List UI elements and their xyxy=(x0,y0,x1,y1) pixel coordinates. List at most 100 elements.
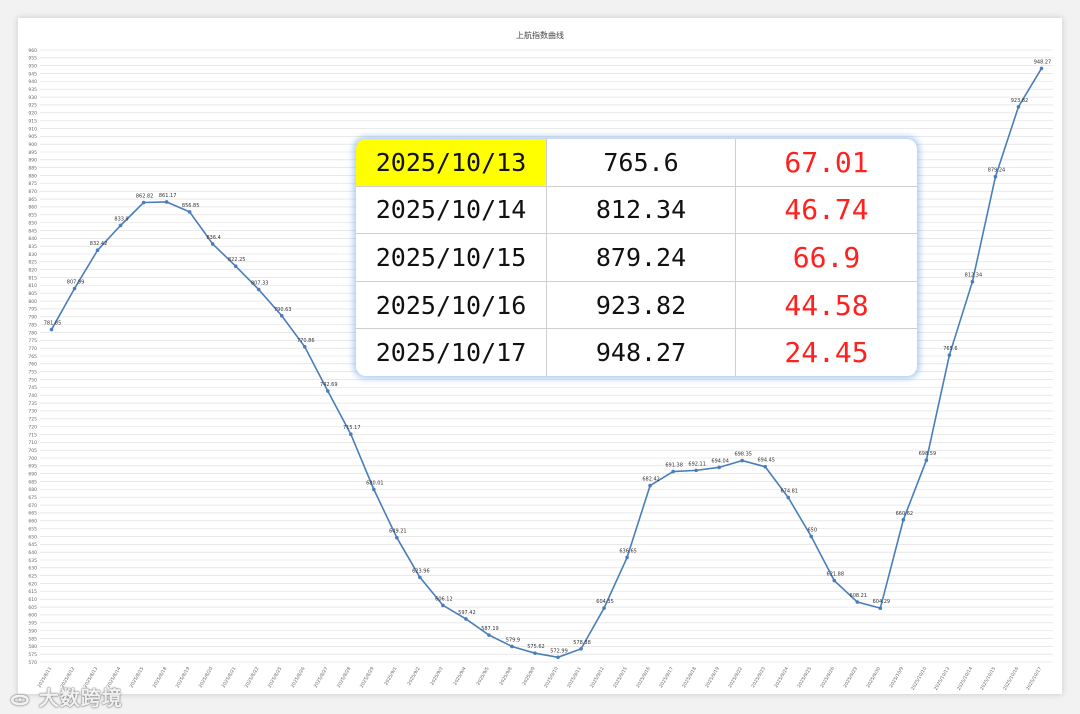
y-tick-label: 585 xyxy=(28,636,37,642)
data-label: 781.85 xyxy=(44,321,62,327)
y-tick-label: 840 xyxy=(28,236,37,242)
data-point xyxy=(878,606,883,610)
y-tick-label: 830 xyxy=(28,252,37,258)
data-label: 807.99 xyxy=(67,280,85,286)
y-tick-label: 705 xyxy=(28,448,37,454)
y-tick-label: 885 xyxy=(28,165,37,171)
x-tick-label: 2025/10/14 xyxy=(956,666,974,692)
value-cell: 923.82 xyxy=(546,280,736,330)
data-point xyxy=(970,279,975,284)
data-point xyxy=(118,223,123,228)
x-tick-label: 2025/9/9 xyxy=(521,666,536,687)
y-tick-label: 590 xyxy=(28,628,37,634)
y-tick-label: 670 xyxy=(28,503,37,509)
data-table: 2025/10/13 765.6 67.01 2025/10/14 812.34… xyxy=(356,139,917,376)
data-point xyxy=(256,287,261,292)
data-point xyxy=(1039,66,1044,71)
y-tick-label: 640 xyxy=(28,550,37,556)
x-tick-label: 2025/9/16 xyxy=(635,666,652,689)
data-label: 765.6 xyxy=(943,346,957,352)
y-tick-label: 720 xyxy=(28,424,37,430)
series-line xyxy=(50,67,1043,659)
data-point xyxy=(372,487,376,492)
y-tick-label: 750 xyxy=(28,377,37,383)
y-tick-label: 580 xyxy=(28,644,37,650)
table-row: 2025/10/13 765.6 67.01 xyxy=(356,139,917,187)
y-tick-label: 820 xyxy=(28,267,37,273)
data-label: 587.19 xyxy=(481,626,499,632)
change-cell: 44.58 xyxy=(735,280,917,330)
data-label: 682.42 xyxy=(642,477,660,483)
data-point xyxy=(325,389,330,393)
data-label: 692.11 xyxy=(688,461,706,467)
data-point xyxy=(648,483,652,488)
table-row: 2025/10/16 923.82 44.58 xyxy=(356,280,917,330)
change-cell: 46.74 xyxy=(735,185,917,235)
y-tick-label: 780 xyxy=(28,330,37,336)
data-label: 694.04 xyxy=(711,458,729,464)
y-tick-label: 945 xyxy=(28,71,37,77)
data-point xyxy=(210,242,215,246)
data-point xyxy=(947,353,952,357)
data-label: 836.4 xyxy=(207,235,221,241)
y-tick-label: 860 xyxy=(28,205,37,211)
data-label: 832.42 xyxy=(90,241,108,247)
y-tick-label: 700 xyxy=(28,456,37,462)
y-tick-label: 730 xyxy=(28,409,37,415)
y-tick-label: 655 xyxy=(28,526,37,532)
data-point xyxy=(533,651,537,655)
data-label: 621.88 xyxy=(827,572,845,578)
y-tick-label: 920 xyxy=(28,111,37,117)
y-tick-label: 605 xyxy=(28,605,37,611)
y-tick-label: 575 xyxy=(28,652,37,658)
data-point xyxy=(901,517,906,522)
y-tick-label: 630 xyxy=(28,566,37,572)
date-cell: 2025/10/15 xyxy=(356,233,547,282)
y-tick-label: 695 xyxy=(28,464,37,470)
data-label: 604.35 xyxy=(596,599,614,605)
x-tick-label: 2025/9/19 xyxy=(704,666,721,689)
data-label: 742.69 xyxy=(320,382,338,388)
data-point xyxy=(809,534,814,539)
x-tick-label: 2025/8/21 xyxy=(221,666,238,689)
y-tick-label: 615 xyxy=(28,589,37,595)
data-point xyxy=(395,535,399,540)
data-point xyxy=(579,647,583,651)
y-tick-label: 905 xyxy=(28,134,37,140)
data-label: 822.25 xyxy=(228,257,246,263)
data-point xyxy=(487,633,491,637)
data-label: 680.01 xyxy=(366,480,384,486)
data-point xyxy=(717,465,721,470)
x-tick-label: 2025/8/15 xyxy=(129,666,146,689)
data-label: 575.62 xyxy=(527,644,545,650)
data-label: 604.29 xyxy=(873,599,891,605)
chart-card: 上航指数曲线 570 575 580 585 590 595 600 605 610 615 620… xyxy=(18,18,1062,694)
date-cell: 2025/10/16 xyxy=(356,280,547,330)
y-tick-label: 785 xyxy=(28,322,37,328)
x-tick-label: 2025/9/2 xyxy=(406,666,421,687)
y-tick-label: 765 xyxy=(28,354,37,360)
data-label: 579.9 xyxy=(506,637,520,643)
data-point xyxy=(625,555,629,560)
data-label: 862.82 xyxy=(136,193,154,199)
table-row: 2025/10/14 812.34 46.74 xyxy=(356,185,917,235)
data-label: 861.17 xyxy=(159,193,177,199)
data-label: 923.82 xyxy=(1011,98,1028,104)
y-tick-label: 935 xyxy=(28,87,37,93)
data-label: 879.24 xyxy=(988,168,1006,174)
y-tick-label: 800 xyxy=(28,299,37,305)
y-tick-label: 855 xyxy=(28,213,37,219)
y-tick-label: 815 xyxy=(28,275,37,281)
data-point xyxy=(441,603,445,608)
data-label: 691.38 xyxy=(665,463,683,469)
y-tick-label: 775 xyxy=(28,338,37,344)
date-cell: 2025/10/13 xyxy=(356,139,547,187)
data-label: 698.59 xyxy=(919,451,937,457)
y-tick-label: 625 xyxy=(28,573,37,579)
y-tick-label: 620 xyxy=(28,581,37,587)
x-tick-label: 2025/9/10 xyxy=(543,666,560,689)
y-tick-label: 675 xyxy=(28,495,37,501)
x-tick-label: 2025/8/25 xyxy=(267,666,284,689)
data-label: 606.12 xyxy=(435,596,453,602)
y-tick-label: 875 xyxy=(28,181,37,187)
